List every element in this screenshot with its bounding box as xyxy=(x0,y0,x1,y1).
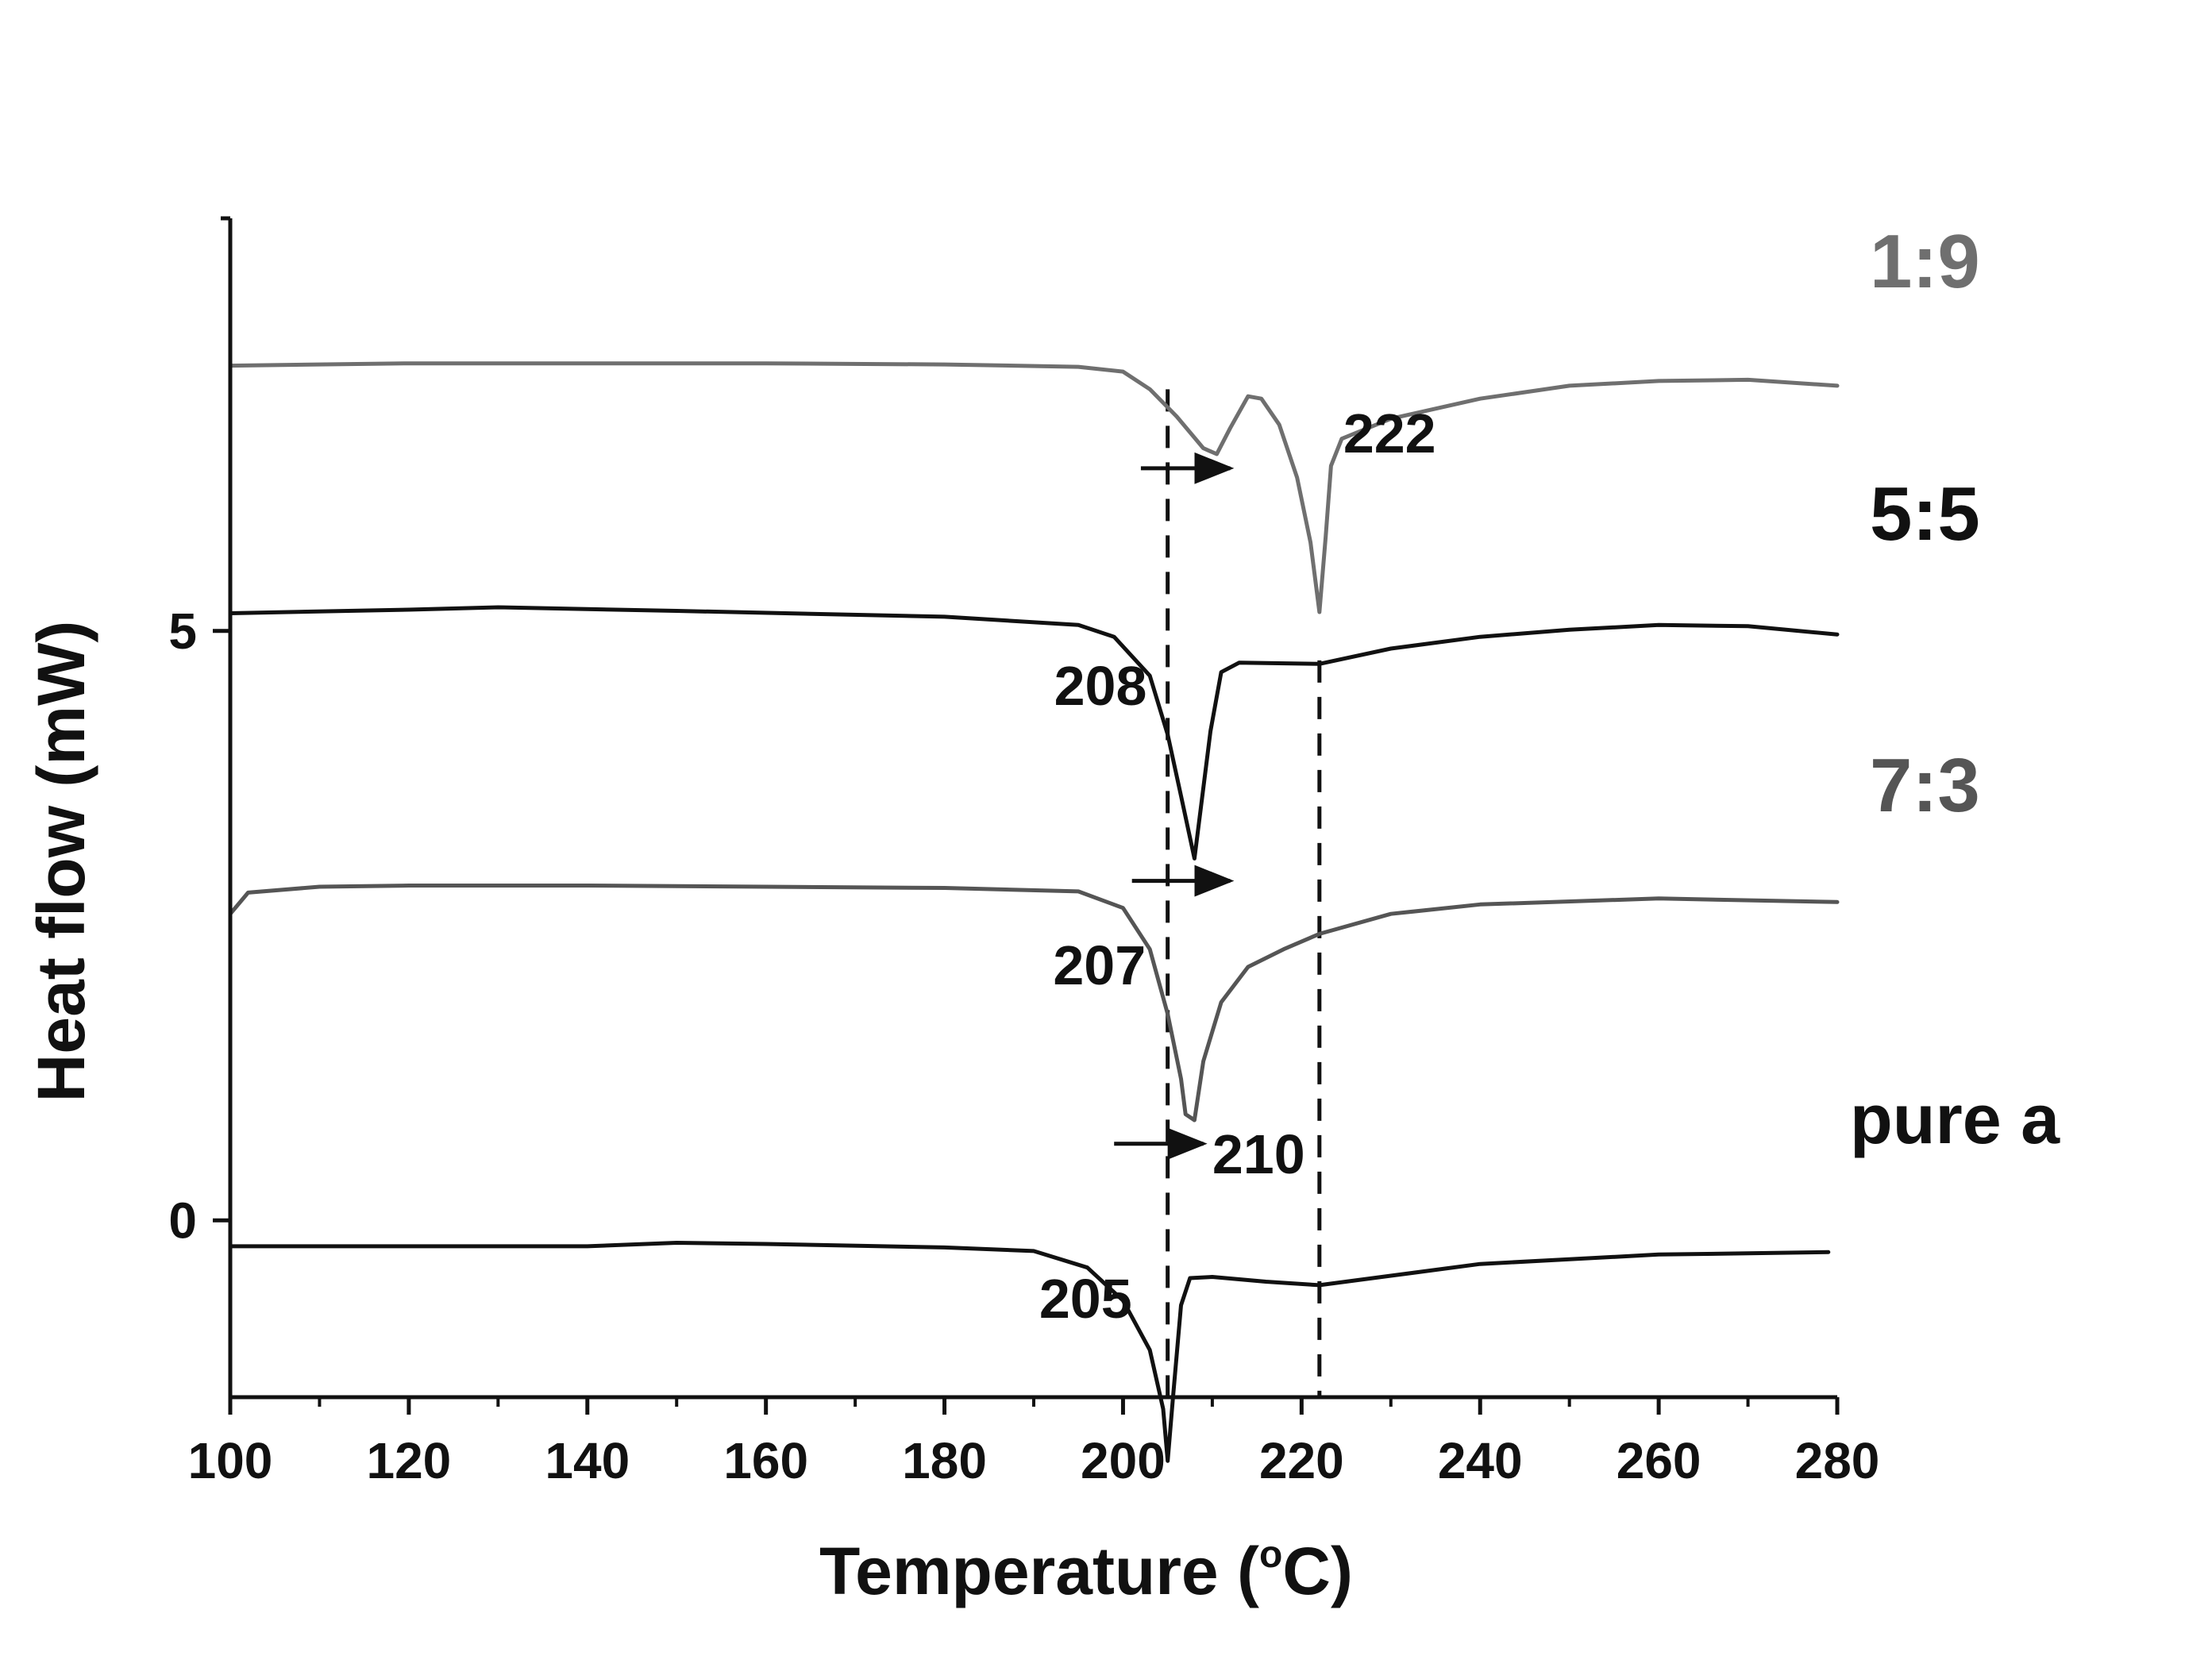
series-label-pure-a: pure a xyxy=(1850,1080,2060,1158)
x-tick-label-160: 160 xyxy=(723,1432,808,1489)
shift-arrows-layer xyxy=(1114,452,1235,1160)
degree-symbol: o xyxy=(1259,1534,1282,1576)
x-tick-label-120: 120 xyxy=(366,1432,451,1489)
labels-layer: 100 120 140 160 180 200 220 240 260 280 0 5 1:9 5:5 7:… xyxy=(168,219,2060,1489)
series-line-pure-a xyxy=(228,1241,1831,1463)
reference-lines-layer xyxy=(1166,389,1322,1397)
series-label-5-5: 5:5 xyxy=(1870,472,1980,556)
axis-titles-layer: Temperature (oC) Heat flow (mW) xyxy=(24,621,1353,1608)
y-axis-title: Heat flow (mW) xyxy=(24,621,98,1103)
axes-layer xyxy=(213,216,1840,1415)
series-line-1-9 xyxy=(228,361,1840,614)
x-tick-label-260: 260 xyxy=(1617,1432,1701,1489)
x-tick-label-240: 240 xyxy=(1438,1432,1523,1489)
y-tick-label-5: 5 xyxy=(168,603,197,660)
x-axis-title-unit: C) xyxy=(1282,1534,1353,1608)
peak-label-205: 205 xyxy=(1039,1268,1132,1330)
x-axis-title-text: Temperature ( xyxy=(819,1534,1259,1608)
peak-label-208: 208 xyxy=(1054,655,1147,717)
peak-label-210: 210 xyxy=(1212,1123,1305,1185)
x-tick-label-220: 220 xyxy=(1259,1432,1344,1489)
x-tick-label-100: 100 xyxy=(188,1432,273,1489)
peak-label-207: 207 xyxy=(1053,934,1146,996)
series-layer xyxy=(228,361,1840,1463)
peak-label-222: 222 xyxy=(1343,402,1436,464)
x-tick-label-200: 200 xyxy=(1081,1432,1166,1489)
x-tick-label-280: 280 xyxy=(1795,1432,1880,1489)
series-label-1-9: 1:9 xyxy=(1870,219,1980,304)
x-axis-title: Temperature (oC) xyxy=(819,1534,1353,1608)
x-tick-label-140: 140 xyxy=(545,1432,630,1489)
series-label-7-3: 7:3 xyxy=(1870,743,1980,828)
series-line-7-3 xyxy=(228,884,1840,1123)
series-line-5-5 xyxy=(228,605,1840,861)
x-tick-label-180: 180 xyxy=(902,1432,987,1489)
y-tick-label-0: 0 xyxy=(168,1192,197,1249)
